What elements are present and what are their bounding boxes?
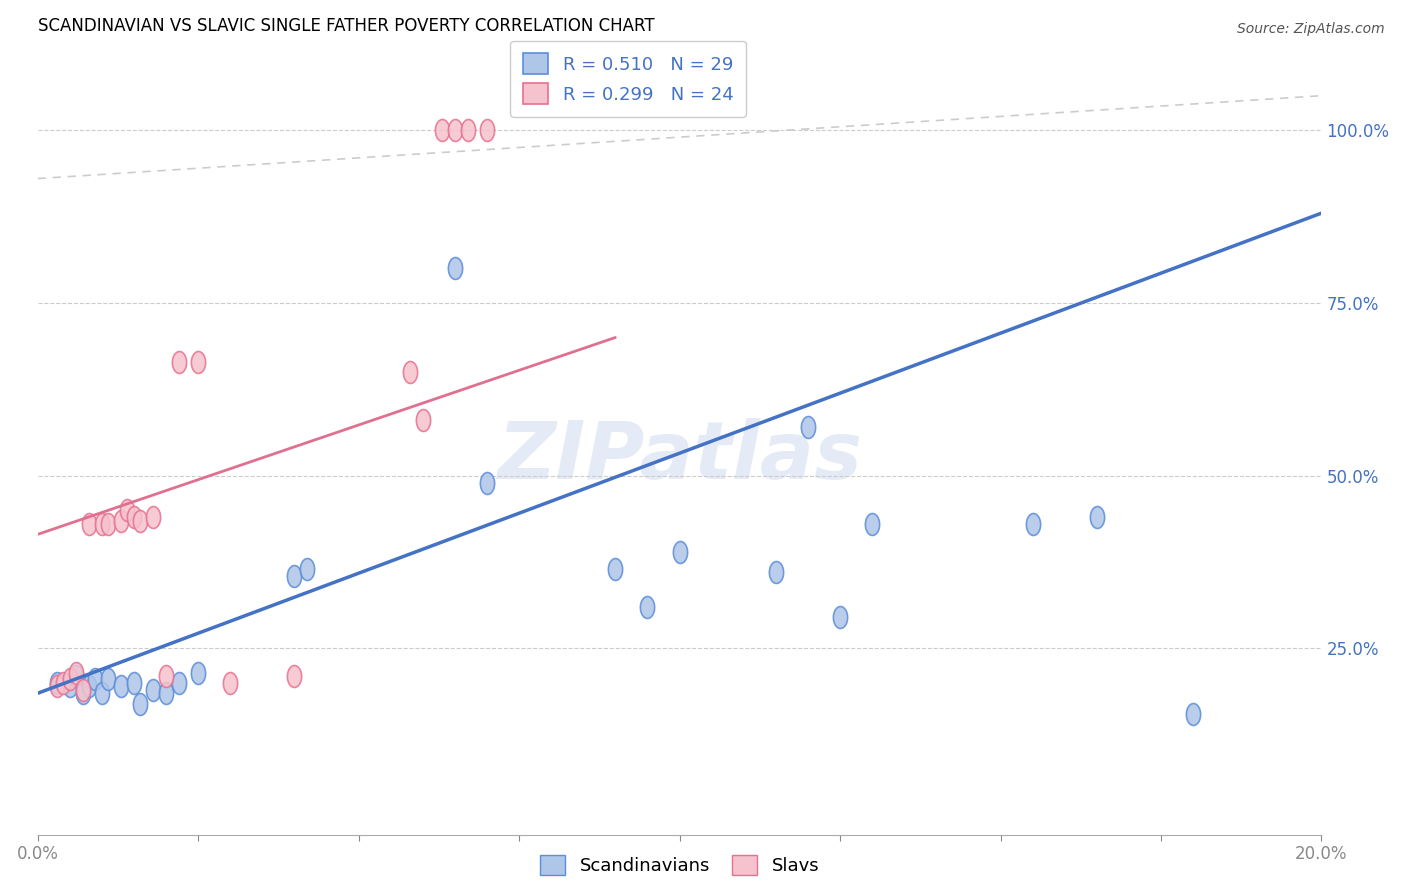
Point [65,665,87,680]
Point [457,123,479,137]
Legend: Scandinavians, Slavs: Scandinavians, Slavs [533,847,827,882]
Point [155,686,177,700]
Point [668,544,690,558]
Text: ZIPatlas: ZIPatlas [498,417,862,496]
Point [90,516,112,531]
Point [1182,706,1205,721]
Point [59,679,82,693]
Point [72,686,94,700]
Point [65,669,87,683]
Point [167,676,190,690]
Point [117,503,139,517]
Point [90,686,112,700]
Point [828,610,851,624]
Point [765,566,787,580]
Point [219,676,242,690]
Point [283,569,305,583]
Point [444,123,467,137]
Point [97,516,120,531]
Point [77,679,100,693]
Point [1085,510,1108,524]
Point [167,354,190,368]
Point [187,354,209,368]
Point [59,673,82,687]
Point [77,516,100,531]
Point [797,420,820,434]
Point [72,682,94,697]
Point [187,665,209,680]
Point [142,682,165,697]
Point [129,514,152,528]
Point [110,514,132,528]
Point [430,123,453,137]
Point [283,669,305,683]
Point [110,679,132,693]
Point [97,673,120,687]
Point [475,475,498,490]
Point [122,510,145,524]
Point [52,676,75,690]
Point [636,599,658,614]
Text: SCANDINAVIAN VS SLAVIC SINGLE FATHER POVERTY CORRELATION CHART: SCANDINAVIAN VS SLAVIC SINGLE FATHER POV… [38,17,654,35]
Point [45,679,67,693]
Point [45,676,67,690]
Point [399,365,422,379]
Point [122,676,145,690]
Point [860,516,883,531]
Point [412,413,434,427]
Point [142,510,165,524]
Point [1021,516,1043,531]
Point [129,697,152,711]
Point [475,123,498,137]
Point [84,673,107,687]
Point [605,562,627,576]
Point [444,261,467,276]
Text: Source: ZipAtlas.com: Source: ZipAtlas.com [1237,22,1385,37]
Point [155,669,177,683]
Point [297,562,319,576]
